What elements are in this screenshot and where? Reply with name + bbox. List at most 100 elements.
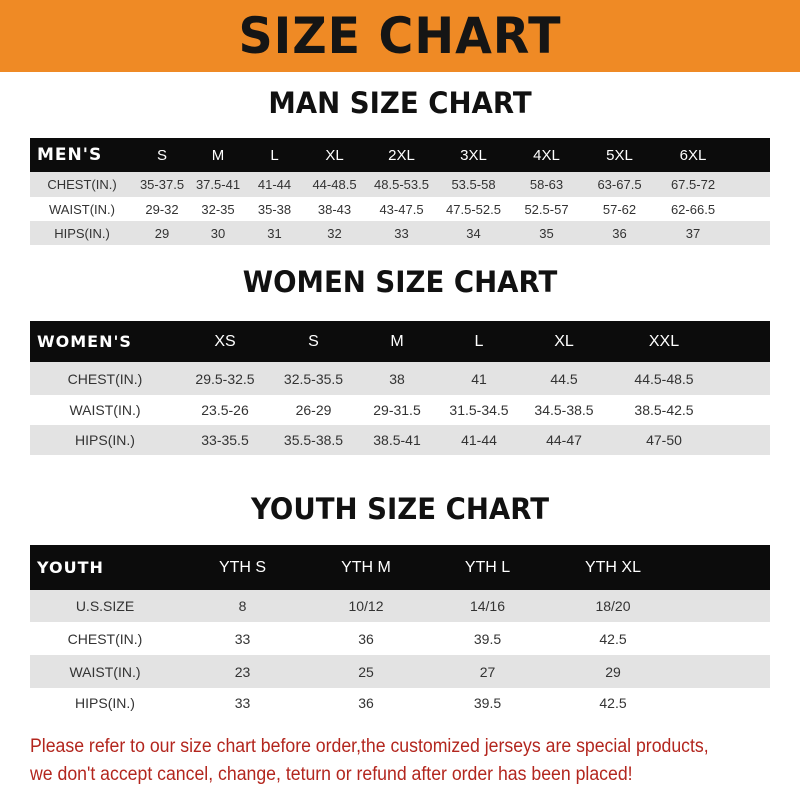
row-label: WAIST(IN.)	[49, 201, 115, 217]
row-label: WAIST(IN.)	[30, 655, 180, 688]
row-filler	[721, 362, 770, 395]
row-label: CHEST(IN.)	[67, 630, 143, 647]
size-header: XL	[303, 138, 366, 172]
measurement-cell: 29	[134, 221, 190, 245]
row-label: U.S.SIZE	[30, 590, 180, 622]
measurement-cell: 23	[180, 655, 305, 688]
row-filler	[678, 622, 770, 655]
measurement-cell: 48.5-53.5	[366, 172, 437, 197]
measurement-cell: 41-44	[437, 425, 521, 455]
measurement-cell: 52.5-57	[524, 201, 569, 217]
measurement-cell: 38.5-41	[357, 425, 437, 455]
header-filler	[721, 321, 770, 362]
table-row: U.S.SIZE 8 10/12 14/16 18/20	[30, 590, 770, 622]
table-row: WAIST(IN.) 23 25 27 29	[30, 655, 770, 688]
table-row: WAIST(IN.) 29-32 32-35 35-38 38-43 43-47.5 47.…	[30, 197, 770, 221]
banner-title: SIZE CHART	[238, 7, 562, 65]
size-header: 4XL	[510, 138, 583, 172]
measurement-cell: 63-67.5	[583, 172, 656, 197]
row-filler	[721, 395, 770, 425]
measurement-cell: 35.5-38.5	[270, 425, 357, 455]
measurement-cell: 39.5	[473, 630, 502, 647]
measurement-cell: 33	[234, 695, 251, 711]
measurement-cell: 43-47.5	[379, 201, 424, 217]
note-line-1: Please refer to our size chart before or…	[30, 736, 709, 757]
measurement-cell: 26-29	[295, 402, 332, 418]
measurement-cell: 27	[427, 655, 548, 688]
measurement-cell: 34.5-38.5	[534, 402, 594, 418]
measurement-cell: 42.5	[599, 630, 627, 647]
measurement-cell: 35	[510, 221, 583, 245]
measurement-cell: 10/12	[305, 590, 427, 622]
women-title: WOMEN SIZE CHART	[242, 265, 558, 299]
measurement-cell: 35-38	[257, 201, 292, 217]
measurement-cell: 32	[303, 221, 366, 245]
men-title: MAN SIZE CHART	[268, 86, 532, 120]
table-row: CHEST(IN.) 29.5-32.5 32.5-35.5 38 41 44.5 44.5…	[30, 362, 770, 395]
size-header: XL	[521, 321, 607, 362]
measurement-cell: 18/20	[548, 590, 678, 622]
measurement-cell: 23.5-26	[201, 402, 249, 418]
measurement-cell: 41	[437, 362, 521, 395]
table-row: HIPS(IN.) 33 36 39.5 42.5	[30, 688, 770, 718]
measurement-cell: 33	[366, 221, 437, 245]
size-header: L	[246, 138, 303, 172]
row-label: HIPS(IN.)	[30, 221, 134, 245]
measurement-cell: 47-50	[607, 425, 721, 455]
measurement-cell: 67.5-72	[656, 172, 730, 197]
size-header: XXL	[607, 321, 721, 362]
measurement-cell: 36	[583, 221, 656, 245]
row-filler	[678, 688, 770, 718]
table-row: WAIST(IN.) 23.5-26 26-29 29-31.5 31.5-34.5 34…	[30, 395, 770, 425]
measurement-cell: 44-47	[521, 425, 607, 455]
row-filler	[730, 172, 770, 197]
row-label: CHEST(IN.)	[30, 362, 180, 395]
youth-title: YOUTH SIZE CHART	[250, 492, 550, 526]
measurement-cell: 34	[437, 221, 510, 245]
row-filler	[730, 197, 770, 221]
row-filler	[730, 221, 770, 245]
size-header: YTH M	[305, 545, 427, 590]
measurement-cell: 29.5-32.5	[180, 362, 270, 395]
women-size-table: WOMEN'S XS S M L XL XXL CHEST(IN.) 29.5-32.5 32.5…	[30, 321, 770, 455]
table-row: HIPS(IN.) 33-35.5 35.5-38.5 38.5-41 41-44 44-…	[30, 425, 770, 455]
size-header: XS	[180, 321, 270, 362]
measurement-cell: 38	[357, 362, 437, 395]
measurement-cell: 33-35.5	[180, 425, 270, 455]
measurement-cell: 44.5-48.5	[607, 362, 721, 395]
size-header: 3XL	[437, 138, 510, 172]
table-row: HIPS(IN.) 29 30 31 32 33 34 35 36 37	[30, 221, 770, 245]
measurement-cell: 39.5	[473, 695, 502, 711]
men-table-label: MEN'S	[30, 138, 134, 172]
banner: SIZE CHART	[0, 0, 800, 72]
measurement-cell: 31.5-34.5	[449, 402, 509, 418]
measurement-cell: 38.5-42.5	[634, 402, 694, 418]
measurement-cell: 36	[358, 630, 374, 647]
measurement-cell: 8	[180, 590, 305, 622]
size-header: 6XL	[656, 138, 730, 172]
size-header: S	[134, 138, 190, 172]
row-label: WAIST(IN.)	[69, 402, 141, 418]
size-header: YTH L	[427, 545, 548, 590]
women-table-label: WOMEN'S	[30, 321, 180, 362]
size-header: S	[270, 321, 357, 362]
measurement-cell: 41-44	[246, 172, 303, 197]
size-header: M	[190, 138, 246, 172]
measurement-cell: 30	[190, 221, 246, 245]
size-header: YTH S	[180, 545, 305, 590]
measurement-cell: 14/16	[427, 590, 548, 622]
measurement-cell: 32-35	[201, 201, 235, 217]
men-size-table: MEN'S S M L XL 2XL 3XL 4XL 5XL 6XL CHEST(IN.) 35-37…	[30, 138, 770, 245]
men-header-row: MEN'S S M L XL 2XL 3XL 4XL 5XL 6XL	[30, 138, 770, 172]
measurement-cell: 33	[234, 630, 251, 647]
row-label: CHEST(IN.)	[30, 172, 134, 197]
measurement-cell: 29	[548, 655, 678, 688]
youth-size-table: YOUTH YTH S YTH M YTH L YTH XL U.S.SIZE 8 10/12…	[30, 545, 770, 718]
header-filler	[730, 138, 770, 172]
measurement-cell: 31	[246, 221, 303, 245]
measurement-cell: 47.5-52.5	[446, 201, 501, 217]
measurement-cell: 35-37.5	[134, 172, 190, 197]
measurement-cell: 38-43	[317, 201, 352, 217]
measurement-cell: 57-62	[602, 201, 637, 217]
size-header: YTH XL	[548, 545, 678, 590]
